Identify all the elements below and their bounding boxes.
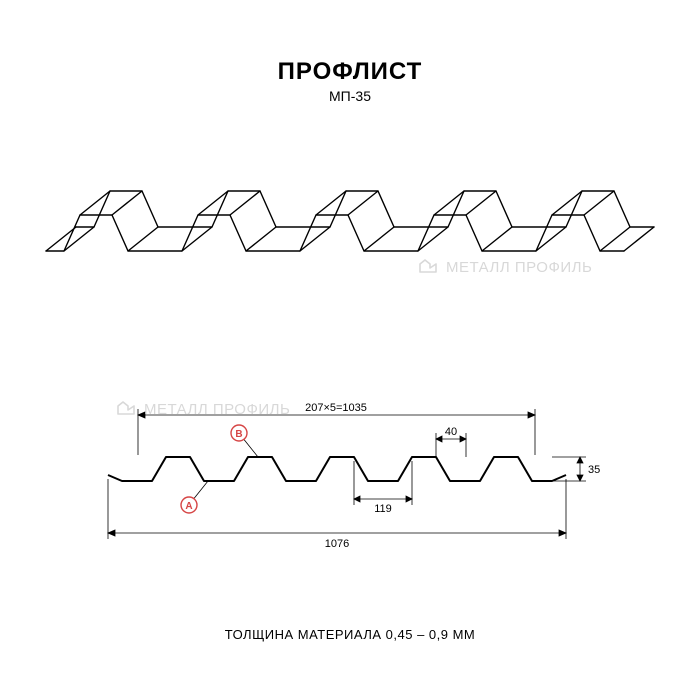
svg-text:A: A xyxy=(185,501,192,512)
material-thickness-note: ТОЛЩИНА МАТЕРИАЛА 0,45 – 0,9 ММ xyxy=(0,627,700,642)
watermark-logo-icon xyxy=(418,258,440,276)
svg-text:B: B xyxy=(235,429,242,440)
watermark-logo-icon xyxy=(116,400,138,418)
dim-top-flat: 40 xyxy=(445,426,457,438)
dim-height: 35 xyxy=(588,464,600,476)
product-title: ПРОФЛИСТ xyxy=(0,58,700,86)
watermark-upper: МЕТАЛЛ ПРОФИЛЬ xyxy=(418,258,592,276)
marker-b: B xyxy=(231,425,258,457)
title-block: ПРОФЛИСТ МП-35 xyxy=(0,58,700,104)
watermark-text: МЕТАЛЛ ПРОФИЛЬ xyxy=(144,401,290,418)
marker-a: A xyxy=(181,481,208,513)
dim-bottom-span: 119 xyxy=(374,503,392,515)
isometric-profile-diagram xyxy=(40,165,660,300)
dim-pitch-formula: 207×5=1035 xyxy=(305,402,367,414)
watermark-lower: МЕТАЛЛ ПРОФИЛЬ xyxy=(116,400,290,418)
dim-overall-width: 1076 xyxy=(325,538,349,550)
product-subtitle: МП-35 xyxy=(0,88,700,104)
watermark-text: МЕТАЛЛ ПРОФИЛЬ xyxy=(446,259,592,276)
